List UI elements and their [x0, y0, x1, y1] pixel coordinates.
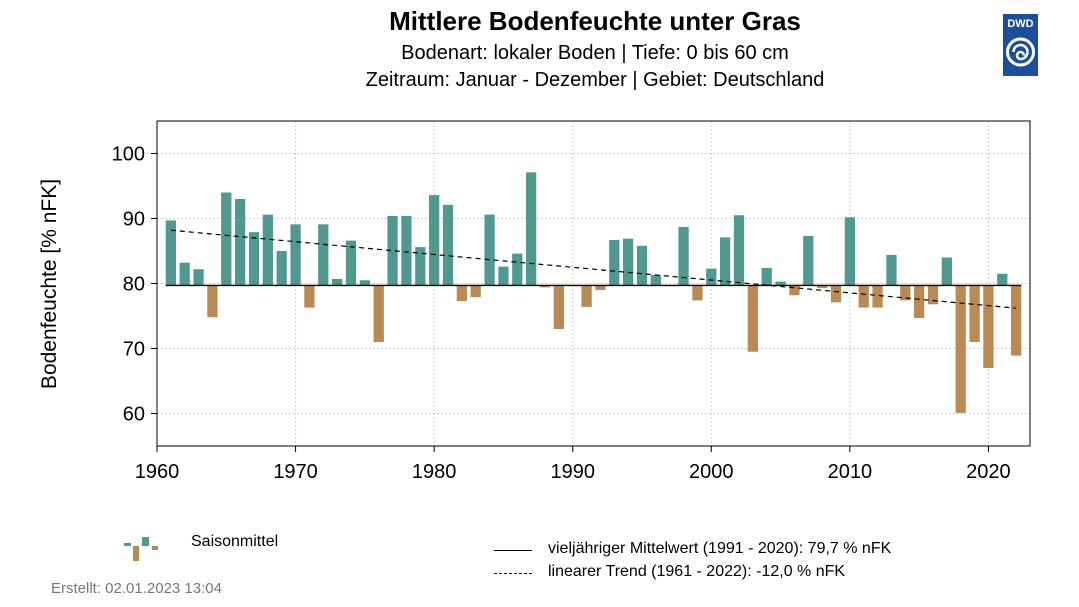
bar-2001 — [720, 237, 731, 286]
bar-1970 — [290, 224, 301, 286]
bar-1969 — [276, 251, 287, 286]
bar-1992 — [595, 285, 606, 290]
solid-line-icon — [494, 550, 532, 551]
bar-2011 — [858, 285, 869, 308]
y-tick-label-90: 90 — [123, 209, 145, 231]
bar-2008 — [817, 285, 828, 289]
bar-2013 — [886, 254, 897, 286]
chart-subtitle-period: Zeitraum: Januar - Dezember | Gebiet: De… — [365, 69, 825, 91]
bar-1973 — [332, 278, 343, 286]
chart-grid — [156, 121, 1030, 446]
bar-1995 — [636, 245, 648, 286]
x-tick-label-1980: 1980 — [412, 461, 457, 483]
bar-2022 — [1011, 285, 1022, 356]
bar-2021 — [997, 273, 1008, 286]
bar-1965 — [221, 192, 232, 286]
chart-axes: 60 70 80 90 100 1960 1970 1980 1990 2000 2010 2020 — [112, 144, 1011, 484]
bar-2015 — [914, 285, 925, 318]
bar-1983 — [470, 285, 481, 298]
bar-1998 — [678, 226, 689, 286]
bar-1986 — [512, 253, 523, 286]
chart-lines — [165, 229, 1022, 309]
bar-2018 — [955, 285, 966, 413]
x-tick-label-1960: 1960 — [135, 461, 180, 483]
legend-mean-label: vieljähriger Mittelwert (1991 - 2020): 7… — [548, 540, 892, 557]
bar-2012 — [872, 285, 883, 308]
bar-1977 — [387, 215, 398, 286]
bar-2010 — [844, 217, 855, 286]
bar-1978 — [401, 215, 412, 286]
bar-1962 — [179, 262, 190, 286]
bar-1984 — [484, 214, 495, 286]
bar-1972 — [318, 224, 329, 286]
y-tick-label-60: 60 — [123, 404, 145, 426]
bar-1994 — [623, 238, 634, 286]
bar-1975 — [359, 280, 370, 286]
x-tick-label-1990: 1990 — [550, 461, 595, 483]
chart-subtitle-soil: Bodenart: lokaler Boden | Tiefe: 0 bis 6… — [401, 42, 789, 64]
bar-2016 — [927, 285, 939, 305]
bar-1979 — [415, 247, 426, 286]
x-tick-label-2020: 2020 — [966, 461, 1011, 483]
bar-2006 — [789, 285, 800, 296]
bar-2000 — [706, 268, 717, 286]
bar-1966 — [235, 199, 246, 286]
bar-1980 — [429, 195, 440, 286]
bar-1967 — [248, 232, 260, 286]
bar-1963 — [193, 269, 204, 286]
legend-season-mean: Saisonmittel — [191, 533, 279, 550]
x-tick-label-2010: 2010 — [828, 461, 873, 483]
dashed-line-icon — [494, 573, 532, 574]
y-axis-label: Bodenfeuchte [% nFK] — [38, 179, 61, 389]
legend-trend-label: linearer Trend (1961 - 2022): -12,0 % nF… — [548, 563, 846, 580]
bar-1974 — [345, 240, 357, 286]
bar-1961 — [165, 220, 176, 286]
bar-1988 — [539, 285, 551, 288]
bar-1993 — [609, 239, 620, 286]
bar-2007 — [803, 236, 814, 286]
bar-2014 — [900, 285, 911, 301]
bar-2003 — [747, 285, 758, 352]
y-tick-label-80: 80 — [123, 274, 145, 296]
bar-1991 — [581, 285, 592, 307]
bar-1996 — [650, 275, 661, 286]
y-tick-label-70: 70 — [123, 339, 145, 361]
bar-1985 — [498, 266, 509, 286]
bar-1971 — [304, 285, 315, 308]
chart-bars — [165, 172, 1022, 413]
y-tick-label-100: 100 — [112, 144, 145, 166]
trend-line — [170, 229, 1017, 309]
bar-1982 — [456, 285, 467, 302]
bar-2019 — [969, 285, 980, 342]
bar-1989 — [553, 285, 564, 329]
created-timestamp: Erstellt: 02.01.2023 13:04 — [51, 580, 222, 597]
bar-1987 — [526, 172, 537, 286]
bar-1999 — [692, 285, 703, 301]
chart-title: Mittlere Bodenfeuchte unter Gras — [389, 6, 801, 36]
bar-2002 — [733, 215, 745, 286]
bar-2005 — [775, 281, 786, 286]
x-tick-label-2000: 2000 — [689, 461, 734, 483]
dwd-logo-text: DWD — [1007, 18, 1033, 30]
season-mean-icon — [124, 537, 158, 561]
dwd-logo: DWD — [1003, 14, 1038, 76]
bar-2009 — [830, 285, 842, 303]
bar-2017 — [941, 257, 952, 286]
bar-2004 — [761, 267, 772, 286]
bar-1968 — [262, 214, 273, 286]
bar-1976 — [373, 285, 384, 342]
bar-1964 — [207, 285, 218, 318]
bar-1981 — [442, 204, 454, 286]
bar-2020 — [983, 285, 994, 368]
x-tick-label-1970: 1970 — [273, 461, 318, 483]
